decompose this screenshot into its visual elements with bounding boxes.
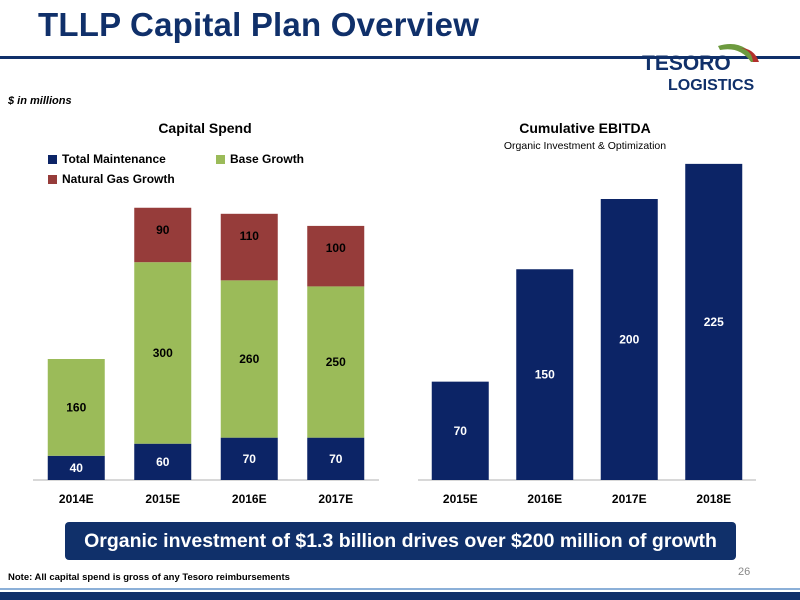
capital-spend-bar-2014E-s0: [47, 455, 105, 480]
ebitda-bar-2018E: [685, 163, 743, 480]
logo-arc-red: [740, 48, 759, 62]
footnote: Note: All capital spend is gross of any …: [8, 572, 290, 583]
capital-spend-bar-2016E-s0: [220, 437, 278, 480]
legend-item-base-growth: Base Growth: [216, 152, 304, 166]
legend-swatch-base-growth: [216, 154, 225, 164]
ebitda-bar-2017E: [600, 199, 658, 480]
units-note: $ in millions: [8, 95, 72, 107]
capital-spend-bar-2015E-s1: [134, 262, 192, 444]
ebitda-xtick-2016E: 2016E: [527, 492, 562, 506]
legend-swatch-maintenance: [48, 154, 57, 164]
ebitda-xtick-2018E: 2018E: [696, 492, 731, 506]
capital-spend-xtick-2015E: 2015E: [145, 492, 180, 506]
legend-item-natural-gas-growth: Natural Gas Growth: [48, 172, 175, 186]
footer-accent-line: [0, 588, 800, 590]
footer-bar: [0, 592, 800, 600]
legend-label-natural-gas-growth: Natural Gas Growth: [62, 172, 175, 186]
capital-spend-label-2014E-s1: 160: [66, 400, 86, 414]
capital-spend-xtick-2017E: 2017E: [318, 492, 353, 506]
ebitda-xtick-2017E: 2017E: [612, 492, 647, 506]
summary-banner: Organic investment of $1.3 billion drive…: [65, 522, 736, 560]
cumulative-ebitda-title: Cumulative EBITDA: [519, 120, 651, 136]
legend-label-base-growth: Base Growth: [230, 152, 305, 166]
ebitda-bar-2015E: [431, 381, 489, 480]
capital-spend-label-2016E-s2: 110: [240, 229, 260, 243]
page-number: 26: [738, 566, 751, 578]
ebitda-label-2016E: 150: [535, 368, 555, 382]
capital-spend-bar-2017E-s1: [307, 286, 365, 438]
capital-spend-label-2017E-s1: 250: [326, 355, 346, 369]
legend-swatch-natural-gas-growth: [48, 174, 57, 184]
ebitda-label-2018E: 225: [704, 315, 724, 329]
logo-text-tesoro: TESORO: [642, 52, 731, 75]
logo-text-logistics: LOGISTICS: [668, 77, 755, 94]
capital-spend-label-2017E-s0: 70: [329, 452, 343, 466]
capital-spend-xtick-2016E: 2016E: [232, 492, 267, 506]
logo-arc-green: [718, 44, 758, 62]
capital-spend-bar-2015E-s2: [134, 207, 192, 263]
capital-spend-label-2015E-s1: 300: [153, 346, 173, 360]
cumulative-ebitda-subtitle: Organic Investment & Optimization: [503, 140, 667, 152]
capital-spend-label-2015E-s2: 90: [156, 223, 170, 237]
title-divider: [0, 56, 800, 59]
capital-spend-label-2016E-s1: 260: [239, 352, 259, 366]
capital-spend-label-2016E-s0: 70: [243, 452, 257, 466]
capital-spend-label-2017E-s2: 100: [326, 241, 346, 255]
capital-spend-bar-2015E-s0: [134, 443, 192, 480]
capital-spend-xtick-2014E: 2014E: [59, 492, 94, 506]
capital-spend-bar-2014E-s1: [47, 359, 105, 456]
legend-label-maintenance: Total Maintenance: [62, 152, 166, 166]
legend-item-maintenance: Total Maintenance: [48, 152, 166, 166]
capital-spend-bar-2017E-s0: [307, 437, 365, 480]
ebitda-xtick-2015E: 2015E: [443, 492, 478, 506]
tesoro-logistics-logo: TESORO LOGISTICS: [642, 44, 759, 94]
ebitda-label-2017E: 200: [619, 333, 639, 347]
capital-spend-bar-2016E-s1: [220, 280, 278, 438]
ebitda-label-2015E: 70: [454, 424, 468, 438]
capital-spend-label-2014E-s0: 40: [70, 461, 84, 475]
capital-spend-bar-2017E-s2: [307, 225, 365, 287]
capital-spend-bar-2016E-s2: [220, 213, 278, 281]
page-title: TLLP Capital Plan Overview: [38, 6, 480, 43]
capital-spend-title: Capital Spend: [158, 120, 252, 136]
ebitda-bar-2016E: [516, 269, 574, 480]
capital-spend-label-2015E-s0: 60: [156, 455, 170, 469]
